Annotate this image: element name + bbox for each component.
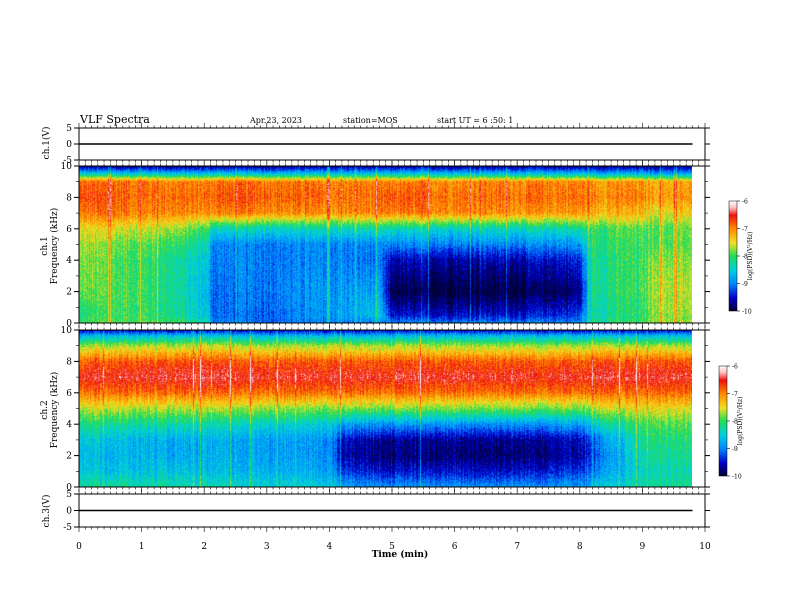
ch1-colorbar-gradient [728, 200, 738, 312]
ch1v-ytick-label: 0 [66, 140, 72, 150]
time-tick-label: 7 [514, 542, 520, 552]
ch1-colorbar: -6 -7 -8 -9 -10 log(PSD)(V²/Hz) [728, 199, 754, 316]
ch2-frequency-ylabel: Frequency (kHz) [49, 372, 60, 449]
ch1-colorbar-tick-label: -7 [742, 226, 748, 233]
ch2-ytick-label: 10 [61, 326, 73, 336]
ch2-ytick-label: 8 [66, 357, 72, 367]
ch2-channel-ylabel: ch.2 [40, 400, 50, 419]
ch1-colorbar-tick-label: -9 [742, 281, 748, 288]
time-tick-label: 1 [139, 542, 145, 552]
ch2-colorbar-tick-label: -6 [732, 364, 738, 371]
time-tick-label: 5 [389, 542, 395, 552]
ch1v-ytick-label: 5 [66, 124, 72, 134]
ch2-ytick-label: 0 [66, 483, 72, 493]
ch2-colorbar-tick-label: -8 [732, 419, 738, 426]
ch1-colorbar-label: log(PSD)(V²/Hz) [747, 232, 754, 281]
time-tick-label: 4 [327, 542, 333, 552]
ch3-voltage-panel: 5 0 -5 [63, 489, 710, 533]
ch2-colorbar-gradient [718, 365, 728, 477]
ch1-channel-ylabel: ch.1 [40, 236, 50, 255]
ch2-spectrogram-panel: 0 2 4 6 8 10 [61, 325, 710, 493]
ch2-colorbar-tick-label: -9 [732, 446, 738, 453]
ch3v-ytick-label: -5 [63, 523, 72, 533]
ch1-frequency-ylabel: Frequency (kHz) [49, 208, 60, 285]
ch1v-ytick-label: -5 [63, 156, 72, 166]
ch1-ytick-label: 4 [66, 256, 72, 266]
time-tick-label: 0 [76, 542, 82, 552]
ch1-ytick-label: 0 [66, 319, 72, 329]
time-tick-label: 3 [264, 542, 270, 552]
ch1-ytick-label: 10 [61, 162, 73, 172]
ch2-ytick-label: 4 [66, 420, 72, 430]
ch3v-ytick-label: 0 [66, 507, 72, 517]
time-tick-label: 10 [699, 542, 711, 552]
ch2-colorbar-label: log(PSD)(V²/Hz) [737, 397, 744, 446]
ch2-colorbar-tick-label: -7 [732, 391, 738, 398]
ch1-colorbar-tick-label: -6 [742, 199, 748, 206]
start-ut-label: start UT = 6 :50: 1 [437, 116, 513, 125]
time-axis-label: Time (min) [372, 549, 429, 560]
ch1-colorbar-tick-label: -8 [742, 254, 748, 261]
date-label: Apr.23, 2023 [249, 116, 302, 125]
ch3v-ytick-label: 5 [66, 490, 72, 500]
ch1-ytick-label: 8 [66, 193, 72, 203]
ch2-colorbar: -6 -7 -8 -9 -10 log(PSD)(V²/Hz) [718, 364, 744, 481]
ch2-ytick-label: 6 [66, 389, 72, 399]
station-label: station=MOS [343, 116, 398, 125]
ch2-colorbar-tick-label: -10 [732, 474, 742, 481]
time-tick-label: 2 [201, 542, 207, 552]
ch1-ytick-label: 6 [66, 225, 72, 235]
time-tick-label: 9 [640, 542, 646, 552]
ch2-ytick-label: 2 [66, 452, 72, 462]
ch1-voltage-ylabel: ch.1(V) [41, 127, 52, 160]
time-axis: 0 1 2 3 4 5 6 7 8 9 10 [76, 542, 711, 552]
ch1-ytick-label: 2 [66, 288, 72, 298]
ch1-voltage-panel: 5 0 -5 [63, 123, 710, 166]
time-tick-label: 6 [452, 542, 458, 552]
ch2-heatmap [79, 330, 692, 487]
ch1-colorbar-tick-label: -10 [742, 309, 752, 316]
ch1-spectrogram-panel: 0 2 4 6 8 10 [61, 161, 710, 329]
ch1-heatmap [79, 166, 692, 323]
ch3-voltage-ylabel: ch.3(V) [41, 495, 52, 528]
figure-title: VLF Spectra [79, 113, 150, 126]
time-tick-label: 8 [577, 542, 583, 552]
